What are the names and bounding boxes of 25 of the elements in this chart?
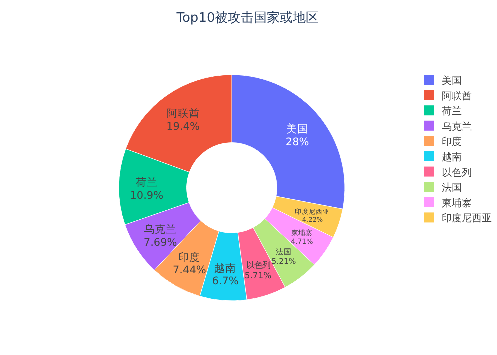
slice-label: 印度: [178, 250, 201, 264]
slice-label: 以色列: [246, 260, 270, 270]
slice-label: 乌克兰: [144, 223, 178, 236]
data-label: 7.44%: [173, 264, 206, 276]
data-label: 10.9%: [130, 190, 164, 202]
slice-label: 美国: [286, 122, 309, 136]
legend-label: 阿联酋: [442, 90, 472, 102]
data-label: 7.69%: [144, 236, 178, 249]
data-label: 5.71%: [244, 270, 272, 280]
legend-label: 美国: [442, 75, 462, 87]
slice-label: 荷兰: [136, 176, 158, 190]
data-label: 6.7%: [212, 275, 239, 288]
chart-title: Top10被攻击国家或地区: [176, 10, 320, 26]
legend-label: 印度尼西亚: [442, 212, 492, 225]
legend-label: 印度: [442, 136, 462, 148]
legend-label: 越南: [442, 152, 462, 164]
slice-label: 越南: [214, 262, 237, 275]
legend-label: 柬埔寨: [442, 197, 472, 210]
legend-label: 以色列: [442, 166, 472, 179]
legend-label: 法国: [442, 182, 462, 194]
slice-label: 阿联酋: [166, 108, 200, 120]
data-label: 19.4%: [166, 120, 200, 133]
data-label: 28%: [286, 136, 310, 148]
legend-label: 乌克兰: [442, 120, 472, 133]
legend-label: 荷兰: [442, 106, 462, 118]
